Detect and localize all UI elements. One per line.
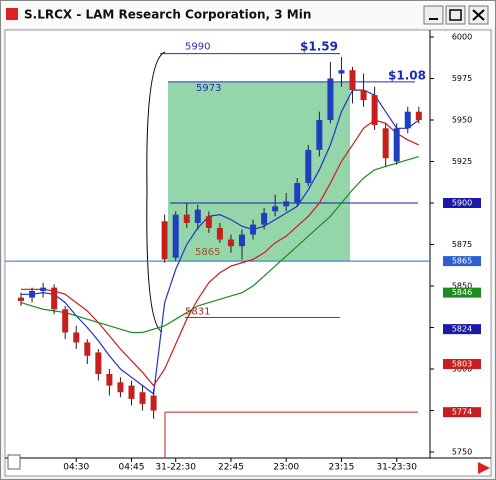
scroll-handle[interactable]	[7, 454, 21, 470]
window-title: S.LRCX - LAM Research Corporation, 3 Min	[24, 8, 311, 22]
candle-body	[51, 287, 58, 310]
price-marker	[443, 359, 481, 370]
candle-body	[216, 227, 223, 240]
close-glyph	[472, 9, 485, 21]
x-tick-label: 31-23:30	[376, 463, 417, 473]
price-marker-label: 5865	[452, 257, 472, 266]
candle-body	[106, 373, 113, 386]
title-bar	[1, 1, 495, 28]
price-marker	[443, 407, 481, 418]
annotation: $1.59	[300, 40, 338, 54]
scroll-arrow[interactable]	[478, 462, 490, 474]
price-marker	[443, 256, 481, 267]
y-tick-label: 5925	[452, 157, 472, 166]
candle-body	[338, 70, 345, 74]
level-label: 5973	[196, 83, 221, 94]
price-marker-label: 5803	[452, 360, 472, 369]
y-tick-label: 5875	[452, 240, 472, 249]
annotation: $1.08	[388, 69, 426, 83]
candle-body	[194, 209, 201, 223]
candle-body	[227, 239, 234, 247]
price-marker-label: 5774	[452, 408, 472, 417]
candle-body	[239, 234, 245, 247]
moving-average	[20, 155, 419, 334]
window-buttons[interactable]	[423, 5, 489, 25]
candle-body	[128, 385, 135, 399]
level-label: 5990	[185, 42, 210, 53]
minimize-button[interactable]	[423, 5, 444, 25]
candle-body	[371, 95, 378, 125]
candle-body	[29, 290, 36, 298]
candle-body	[18, 297, 24, 301]
price-marker-label: 5824	[452, 325, 472, 334]
x-tick-label: 04:45	[119, 463, 145, 473]
level-label: 5831	[185, 307, 210, 318]
candle-body	[327, 78, 334, 120]
y-tick-label: 6000	[452, 33, 472, 42]
candle-body	[349, 70, 356, 91]
bracket-curve	[146, 51, 166, 333]
candle-body	[415, 111, 422, 120]
x-tick-label: 22:45	[218, 463, 244, 473]
candle-body	[294, 183, 301, 203]
candle-body	[183, 214, 190, 223]
candle-body	[250, 224, 257, 235]
candle-body	[261, 212, 268, 225]
candle-body	[84, 342, 91, 356]
candle-body	[316, 120, 323, 150]
maximize-glyph	[449, 9, 462, 21]
candle-body	[62, 309, 69, 333]
app-icon	[6, 8, 18, 20]
candle-body	[95, 352, 102, 374]
price-marker	[443, 198, 481, 208]
price-marker-label: 5846	[452, 288, 472, 297]
candle-body	[305, 149, 312, 184]
x-tick-label: 04:30	[63, 463, 89, 473]
level-label: 5865	[195, 247, 220, 258]
candle-body	[150, 395, 157, 411]
maximize-button[interactable]	[445, 5, 466, 25]
price-marker	[443, 324, 481, 335]
price-marker-label: 5900	[452, 199, 472, 208]
x-tick-label: 23:15	[328, 463, 354, 473]
candle-body	[382, 128, 389, 159]
candle-body	[205, 216, 212, 228]
x-tick-label: 23:00	[273, 463, 299, 473]
candle-body	[117, 382, 124, 393]
y-tick-label: 5975	[452, 74, 472, 83]
candle-body	[73, 332, 80, 343]
candle-body	[283, 201, 290, 207]
y-tick-label: 5750	[452, 448, 472, 457]
zone-box	[168, 81, 350, 262]
candle-body	[272, 206, 279, 212]
x-tick-label: 31-22:30	[155, 463, 196, 473]
candle-body	[139, 392, 146, 404]
price-marker	[443, 287, 481, 298]
candle-body	[161, 221, 168, 260]
candle-body	[404, 111, 411, 129]
candle-body	[393, 128, 400, 162]
candle-body	[40, 287, 47, 291]
y-tick-label: 5950	[452, 116, 472, 125]
moving-average	[21, 119, 420, 387]
y-tick-label: 5850	[452, 282, 472, 291]
candle-body	[172, 214, 179, 258]
candle-body	[360, 90, 367, 101]
